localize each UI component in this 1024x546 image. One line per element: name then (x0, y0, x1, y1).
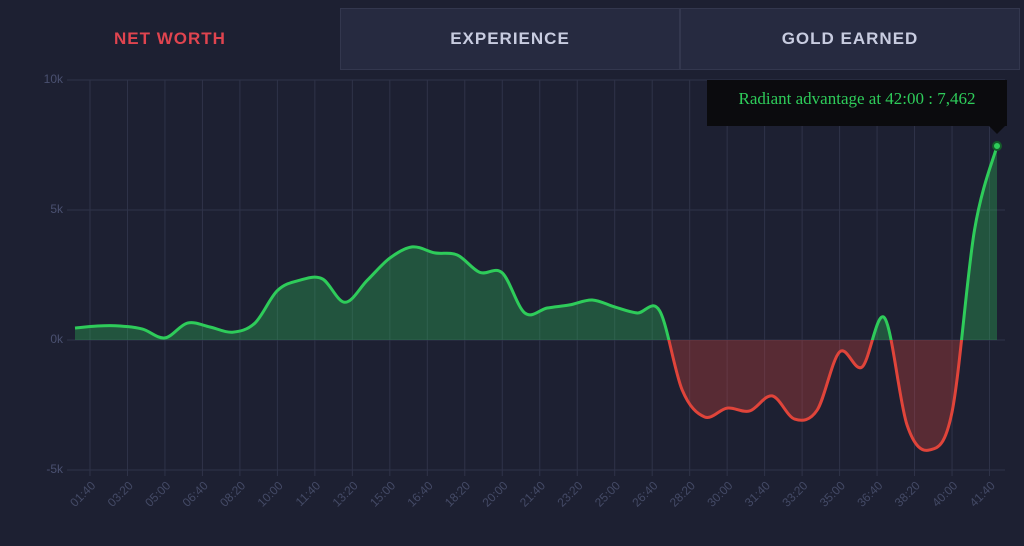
tooltip-box (707, 80, 1007, 126)
x-tick-label: 40:00 (929, 478, 960, 509)
x-tick-label: 21:40 (517, 478, 548, 509)
x-tick-label: 35:00 (817, 478, 848, 509)
line (74, 145, 999, 452)
y-tick-label: 10k (44, 72, 64, 86)
tab[interactable]: EXPERIENCE (340, 8, 680, 70)
x-tick-label: 23:20 (554, 478, 585, 509)
tab[interactable]: GOLD EARNED (680, 8, 1020, 70)
x-tick-label: 06:40 (180, 478, 211, 509)
tooltip-text: Radiant advantage at 42:00 : 7,462 (739, 89, 976, 108)
x-tick-label: 16:40 (405, 478, 436, 509)
x-tick-label: 18:20 (442, 478, 473, 509)
tooltip-arrow (989, 126, 1005, 134)
x-tick-label: 28:20 (667, 478, 698, 509)
x-tick-label: 30:00 (704, 478, 735, 509)
x-tick-label: 33:20 (779, 478, 810, 509)
area (75, 145, 997, 451)
point (992, 140, 1002, 151)
x-tick-label: 10:00 (255, 478, 286, 509)
y-tick-label: 5k (50, 202, 64, 216)
x-tick-label: 01:40 (67, 478, 98, 509)
y-tick-label: -5k (46, 462, 64, 476)
tab[interactable]: NET WORTH (0, 8, 340, 70)
x-tick-label: 31:40 (742, 478, 773, 509)
x-tick-label: 41:40 (967, 478, 998, 509)
x-tick-label: 05:00 (142, 478, 173, 509)
y-tick-label: 0k (50, 332, 64, 346)
x-tick-label: 26:40 (629, 478, 660, 509)
x-tick-label: 25:00 (592, 478, 623, 509)
x-tick-label: 08:20 (217, 478, 248, 509)
x-tick-label: 15:00 (367, 478, 398, 509)
x-tick-label: 36:40 (854, 478, 885, 509)
x-tick-label: 38:20 (892, 478, 923, 509)
x-tick-label: 11:40 (293, 478, 324, 509)
x-tick-label: 13:20 (330, 478, 361, 509)
x-tick-label: 20:00 (479, 478, 510, 509)
tab-bar: NET WORTH EXPERIENCE GOLD EARNED (0, 8, 1020, 70)
x-tick-label: 03:20 (105, 478, 136, 509)
